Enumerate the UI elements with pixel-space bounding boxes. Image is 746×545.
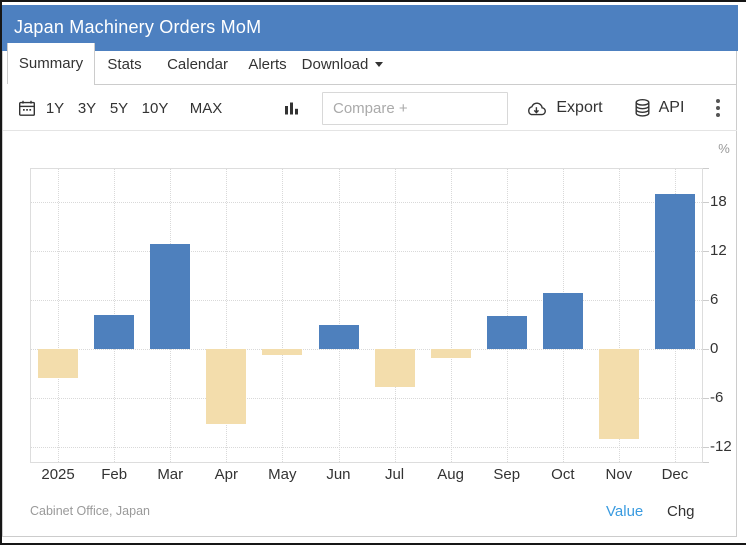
tab-download[interactable]: Download (295, 51, 390, 84)
gridline-horizontal (31, 251, 702, 253)
gridline-horizontal (31, 300, 702, 301)
gridline-vertical (618, 169, 620, 462)
more-options-button[interactable] (704, 90, 732, 126)
api-label: API (658, 99, 685, 116)
chart-type-button[interactable] (274, 90, 308, 126)
tab-summary[interactable]: Summary (7, 43, 95, 84)
tab-stats[interactable]: Stats (94, 51, 155, 84)
range-button-3y[interactable]: 3Y (72, 90, 102, 126)
range-max-label: MAX (189, 99, 223, 117)
range-3y-label: 3Y (77, 99, 97, 117)
gridline-vertical (226, 169, 228, 462)
tab-calendar[interactable]: Calendar (155, 51, 240, 84)
bar-nov[interactable] (598, 348, 639, 440)
date-range-calendar-button[interactable] (12, 90, 42, 126)
bar-dec[interactable] (655, 194, 695, 349)
bar-may[interactable] (262, 348, 303, 355)
page-bottom-border (0, 543, 746, 545)
compare-input[interactable] (322, 92, 508, 125)
bar-2025[interactable] (38, 348, 78, 379)
export-label: Export (556, 99, 603, 116)
kebab-dot (716, 106, 720, 110)
tabbar-divider (94, 84, 737, 85)
range-button-5y[interactable]: 5Y (104, 90, 134, 126)
page-top-border (0, 0, 746, 2)
cloud-download-icon (525, 100, 548, 117)
gridline-horizontal (31, 397, 702, 399)
gridline-horizontal (31, 446, 702, 448)
bar-mar[interactable] (150, 243, 191, 349)
gridline-vertical (282, 169, 284, 462)
source-attribution: Cabinet Office, Japan (30, 504, 150, 518)
range-button-1y[interactable]: 1Y (40, 90, 70, 126)
page-left-border (0, 0, 2, 545)
toolbar-divider (3, 130, 737, 131)
bar-aug[interactable] (430, 348, 471, 358)
database-icon (634, 98, 651, 118)
column-chart-icon (284, 100, 299, 116)
gridline-horizontal (31, 348, 702, 350)
range-5y-label: 5Y (109, 99, 129, 117)
tab-alerts-label: Alerts (248, 56, 287, 73)
chg-toggle[interactable]: Chg (667, 503, 695, 520)
kebab-dot (716, 98, 720, 103)
bar-feb[interactable] (94, 314, 135, 349)
tab-summary-label: Summary (18, 55, 84, 72)
tab-calendar-label: Calendar (167, 56, 228, 73)
tab-stats-label: Stats (107, 56, 142, 73)
range-button-10y[interactable]: 10Y (136, 90, 174, 126)
gridline-vertical (338, 169, 340, 462)
y-axis-unit-label: % (718, 141, 730, 156)
gridline-vertical (450, 169, 452, 462)
widget-header: Japan Machinery Orders MoM (2, 5, 738, 51)
kebab-dot (716, 113, 720, 118)
page-title: Japan Machinery Orders MoM (14, 17, 262, 37)
calendar-icon (18, 100, 36, 117)
api-button[interactable]: API (625, 90, 693, 126)
range-1y-label: 1Y (45, 99, 65, 117)
bar-sep[interactable] (486, 315, 527, 349)
bar-jun[interactable] (318, 325, 359, 349)
gridline-vertical (394, 169, 396, 462)
tab-alerts[interactable]: Alerts (240, 51, 295, 84)
gridline-horizontal (31, 202, 702, 204)
gridline-vertical (58, 169, 59, 462)
bar-oct[interactable] (542, 292, 583, 349)
chart-plot-area (30, 168, 703, 463)
bar-jul[interactable] (374, 348, 415, 388)
value-toggle[interactable]: Value (606, 503, 644, 520)
range-10y-label: 10Y (141, 99, 169, 117)
bar-apr[interactable] (206, 348, 247, 424)
tab-download-label: Download (301, 56, 369, 73)
export-button[interactable]: Export (518, 90, 610, 126)
caret-down-icon (375, 62, 384, 67)
range-button-max[interactable]: MAX (180, 90, 232, 126)
